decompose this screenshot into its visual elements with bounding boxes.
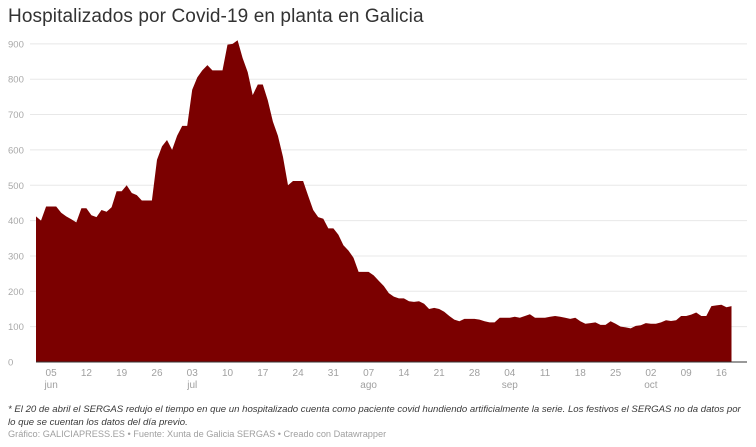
- x-axis-day-label: 21: [434, 368, 446, 379]
- x-axis-day-label: 04: [504, 368, 516, 379]
- y-axis-label: 400: [8, 216, 24, 227]
- y-axis-label: 100: [8, 322, 24, 333]
- y-axis-label: 600: [8, 145, 24, 156]
- x-axis-day-label: 10: [222, 368, 234, 379]
- x-axis-day-label: 12: [81, 368, 93, 379]
- footnote: * El 20 de abril el SERGAS redujo el tie…: [8, 404, 741, 428]
- gridlines: 0 100 200 300 400 500 600 700 800 900: [8, 39, 747, 369]
- x-axis-day-label: 05: [46, 368, 58, 379]
- y-axis-label: 300: [8, 251, 24, 262]
- x-axis-day-label: 28: [469, 368, 481, 379]
- x-axis-day-label: 18: [575, 368, 587, 379]
- y-axis-label: 700: [8, 110, 24, 121]
- x-axis-day-label: 02: [645, 368, 657, 379]
- x-axis-day-label: 24: [293, 368, 305, 379]
- y-axis-label: 900: [8, 39, 24, 50]
- y-axis-label: 800: [8, 75, 24, 86]
- hospitalized-area-series: [36, 40, 732, 363]
- x-axis-day-label: 31: [328, 368, 340, 379]
- x-axis-month-label: sep: [502, 380, 519, 391]
- x-axis-day-label: 09: [681, 368, 693, 379]
- x-axis-day-label: 16: [716, 368, 728, 379]
- x-axis-day-label: 25: [610, 368, 622, 379]
- x-axis-day-label: 07: [363, 368, 375, 379]
- x-axis-day-label: 26: [151, 368, 163, 379]
- x-axis-day-label: 19: [116, 368, 128, 379]
- x-axis-day-label: 11: [540, 368, 551, 379]
- y-axis-label: 0: [8, 358, 13, 369]
- x-axis-month-label: ago: [360, 380, 377, 391]
- x-axis-month-label: oct: [644, 380, 658, 391]
- x-axis-day-label: 14: [398, 368, 410, 379]
- x-axis-month-label: jun: [43, 380, 57, 391]
- x-axis-day-label: 03: [187, 368, 199, 379]
- x-axis-day-label: 17: [257, 368, 269, 379]
- y-axis-label: 500: [8, 181, 24, 192]
- x-axis-month-label: jul: [186, 380, 197, 391]
- credit-line: Gráfico: GALICIAPRESS.ES • Fuente: Xunta…: [8, 429, 387, 439]
- y-axis-label: 200: [8, 287, 24, 298]
- chart-title: Hospitalizados por Covid-19 en planta en…: [8, 6, 424, 27]
